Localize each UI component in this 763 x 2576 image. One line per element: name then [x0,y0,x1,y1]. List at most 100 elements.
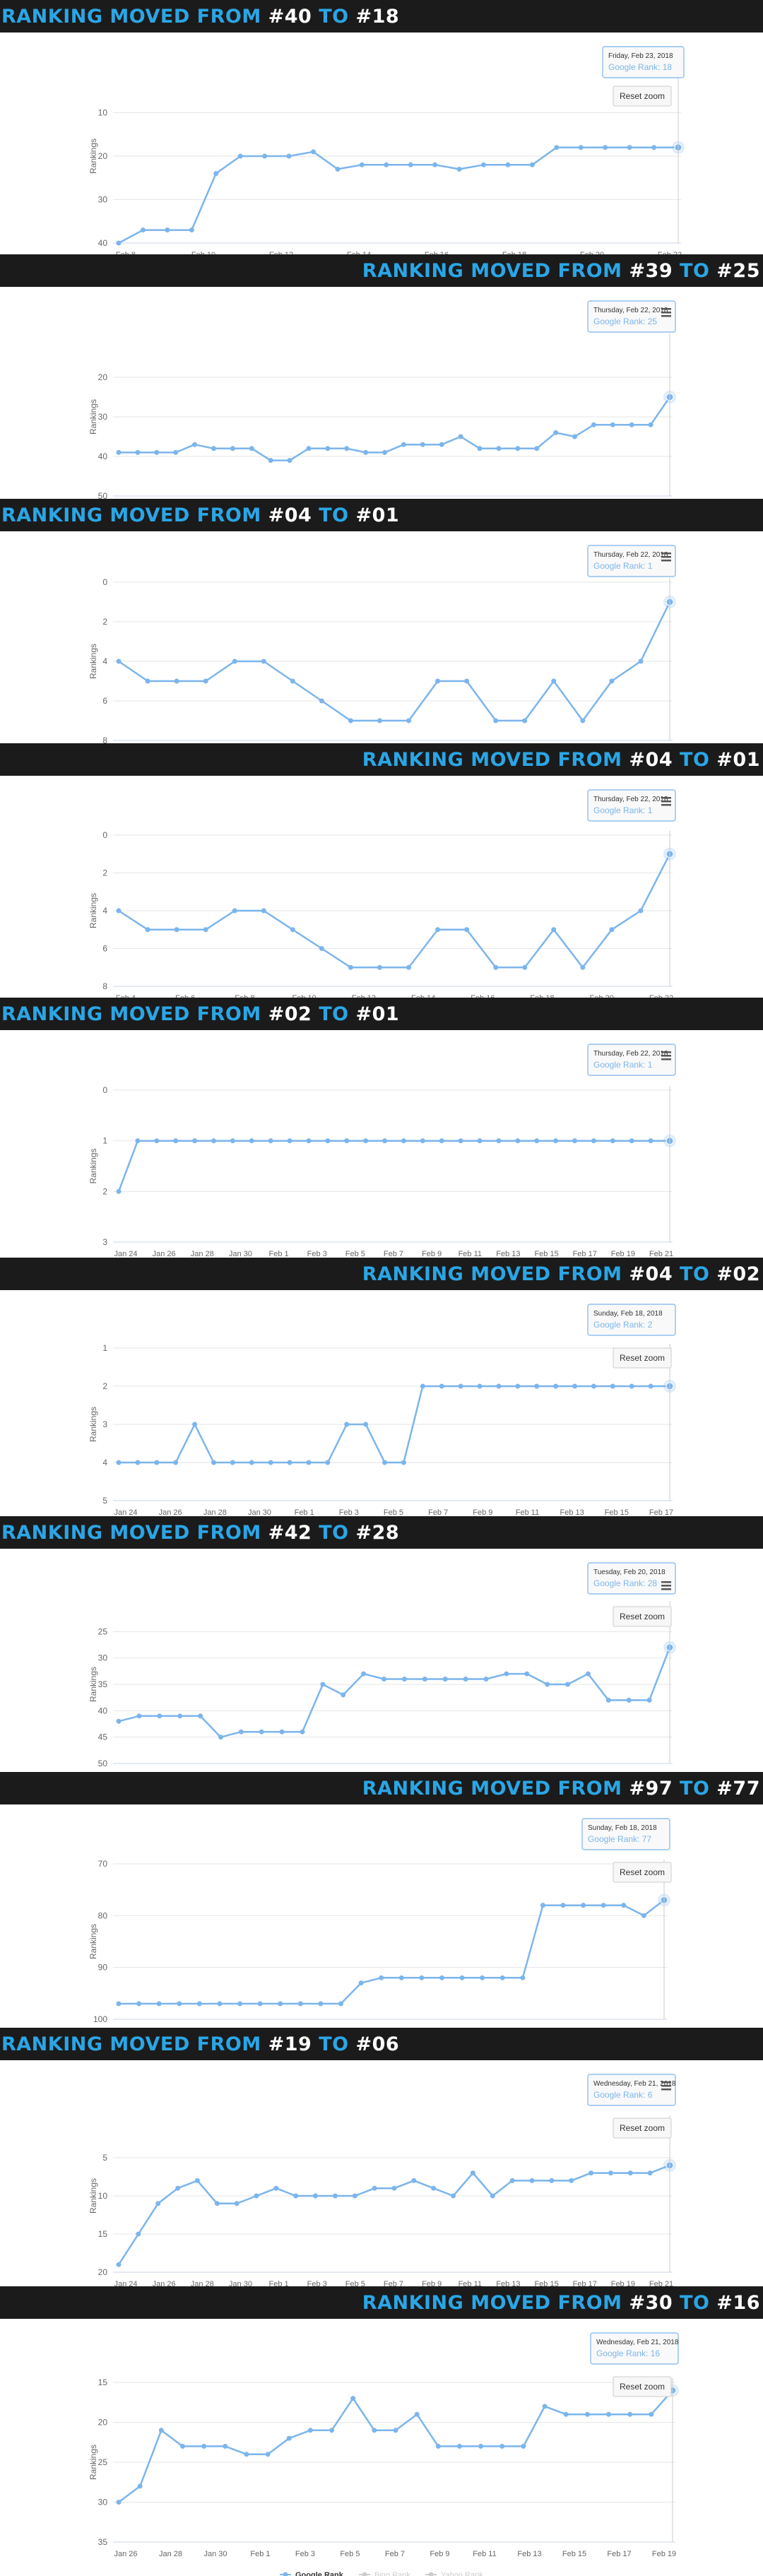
data-point[interactable] [402,1677,407,1682]
data-point[interactable] [154,1138,159,1143]
data-point[interactable] [350,2396,355,2401]
data-point[interactable] [117,659,122,664]
reset-zoom-button[interactable]: Reset zoom [613,1862,671,1882]
data-point[interactable] [384,163,389,167]
data-point[interactable] [377,965,382,970]
data-point[interactable] [439,1138,444,1143]
data-point[interactable] [549,2178,554,2183]
data-point[interactable] [460,1975,465,1980]
data-point[interactable] [287,154,292,159]
data-point[interactable] [192,1422,197,1427]
data-point[interactable] [288,1460,292,1465]
data-point[interactable] [363,1422,368,1427]
data-point[interactable] [459,1138,463,1143]
data-point[interactable] [211,1460,216,1465]
data-point[interactable] [157,2002,162,2007]
data-point[interactable] [117,2500,122,2505]
data-point[interactable] [510,2178,515,2183]
reset-zoom-button[interactable]: Reset zoom [613,1607,671,1626]
data-point[interactable] [287,2436,292,2441]
data-point[interactable] [401,1138,406,1143]
data-point[interactable] [382,450,387,455]
data-point[interactable] [313,2194,318,2199]
reset-zoom-button[interactable]: Reset zoom [613,1348,671,1368]
data-point[interactable] [628,2170,633,2175]
data-point[interactable] [572,1138,577,1143]
data-point[interactable] [348,965,353,970]
data-point[interactable] [606,2412,611,2417]
data-point[interactable] [344,446,349,451]
data-point[interactable] [268,458,273,463]
data-point[interactable] [459,1384,463,1389]
data-point[interactable] [515,446,520,451]
data-point[interactable] [230,1460,235,1465]
data-point[interactable] [141,228,146,232]
data-point[interactable] [586,1672,591,1677]
data-point[interactable] [319,699,324,704]
data-point[interactable] [268,1460,273,1465]
data-point[interactable] [493,719,498,723]
data-point[interactable] [420,1138,425,1143]
data-point[interactable] [117,241,122,246]
data-point[interactable] [572,435,577,439]
data-point[interactable] [203,679,208,684]
data-point[interactable] [540,1903,545,1908]
data-point[interactable] [259,1730,264,1735]
data-point[interactable] [197,2002,202,2007]
data-point[interactable] [290,679,295,684]
data-point[interactable] [117,2262,122,2267]
data-point[interactable] [117,1460,122,1465]
data-point[interactable] [534,1384,539,1389]
data-point[interactable] [308,2428,313,2433]
data-point[interactable] [551,679,556,684]
data-point[interactable] [463,1677,468,1682]
data-point[interactable] [325,1138,330,1143]
data-point[interactable] [192,442,197,447]
data-point[interactable] [515,1384,520,1389]
data-point[interactable] [603,145,608,150]
data-point[interactable] [471,2170,475,2175]
data-point[interactable] [638,659,643,664]
data-point[interactable] [401,442,406,447]
data-point[interactable] [360,163,365,167]
data-point[interactable] [609,679,614,684]
chart-menu-icon[interactable] [661,553,671,562]
data-point[interactable] [159,2428,164,2433]
data-point[interactable] [401,1460,406,1465]
reset-zoom-button[interactable]: Reset zoom [613,86,671,106]
data-point[interactable] [154,450,159,455]
data-point[interactable] [361,1672,366,1677]
data-point[interactable] [561,1903,566,1908]
data-point[interactable] [406,719,411,723]
data-point[interactable] [372,2186,377,2191]
reset-zoom-button[interactable]: Reset zoom [613,2118,671,2138]
data-point[interactable] [372,2428,377,2433]
data-point[interactable] [649,1138,653,1143]
data-point[interactable] [627,145,632,150]
data-point[interactable] [608,2170,613,2175]
data-point[interactable] [610,1138,615,1143]
data-point[interactable] [293,2194,298,2199]
data-point[interactable] [627,2412,632,2417]
data-point[interactable] [180,2444,185,2449]
data-point[interactable] [217,2002,222,2007]
data-point[interactable] [638,909,643,914]
data-point[interactable] [175,927,179,932]
data-point[interactable] [268,1138,273,1143]
data-point[interactable] [457,2444,462,2449]
chart-menu-icon[interactable] [661,308,671,317]
data-point[interactable] [478,446,483,451]
data-point[interactable] [261,659,266,664]
chart-menu-icon[interactable] [661,797,671,806]
data-point[interactable] [515,1138,520,1143]
data-point[interactable] [117,1189,122,1194]
data-point[interactable] [175,679,179,684]
data-point[interactable] [478,2444,483,2449]
data-point[interactable] [230,446,235,451]
data-point[interactable] [553,1138,558,1143]
data-point[interactable] [504,1672,509,1677]
data-point[interactable] [580,719,585,723]
data-point[interactable] [138,2483,143,2488]
data-point[interactable] [382,1138,387,1143]
data-point[interactable] [211,1138,216,1143]
